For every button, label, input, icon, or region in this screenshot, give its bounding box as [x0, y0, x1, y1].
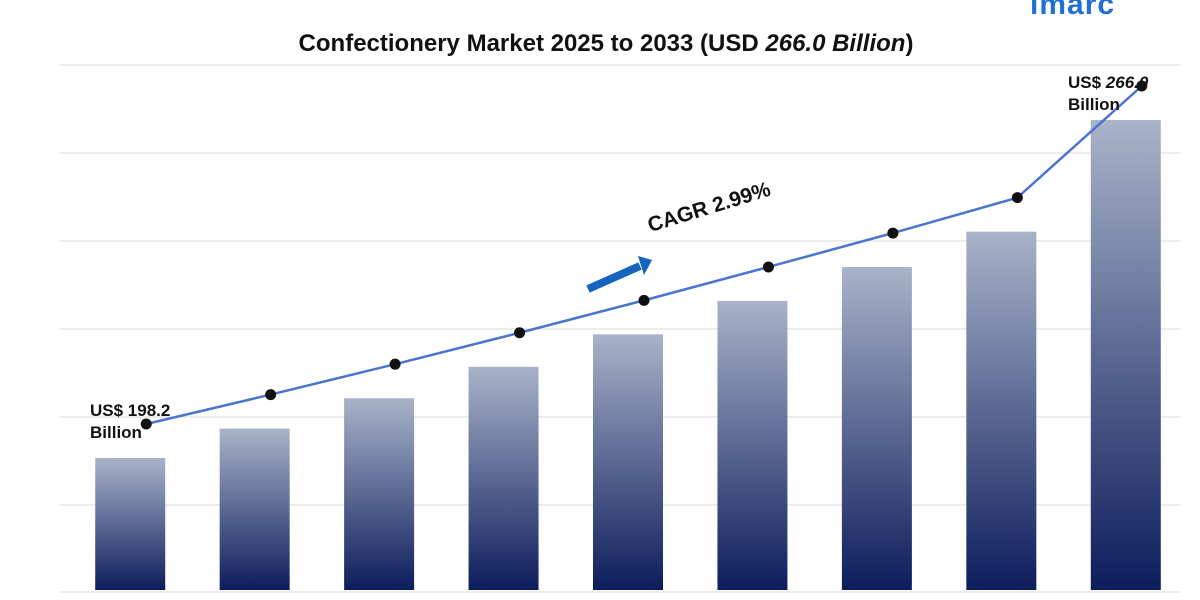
end-value-annotation: US$ 266.0 Billion — [1068, 72, 1148, 116]
bar-2033 — [1090, 120, 1161, 590]
trend-line-group — [140, 80, 1148, 430]
title-prefix: Confectionery Market 2025 to 2033 (USD — [298, 30, 766, 57]
trend-point-2029 — [638, 294, 650, 306]
bar-2029 — [593, 334, 663, 590]
start-value-line1: US$ 198.2 — [90, 401, 171, 420]
bar-2026 — [219, 428, 290, 590]
bar-2027 — [344, 398, 415, 590]
trend-point-2031 — [887, 227, 899, 239]
trend-point-2025 — [140, 418, 152, 430]
end-value-prefix: US$ — [1068, 73, 1106, 92]
bar-2030 — [717, 300, 788, 590]
bar-2028 — [468, 366, 539, 590]
trend-point-2027 — [389, 358, 401, 370]
end-value-line1: US$ 266.0 — [1068, 72, 1148, 94]
bars — [95, 120, 1161, 590]
bar-2031 — [841, 267, 912, 590]
title-value: 266.0 Billion — [765, 30, 906, 57]
trend-point-2032 — [1011, 192, 1023, 204]
end-value-line2: Billion — [1068, 95, 1120, 114]
chart-title: Confectionery Market 2025 to 2033 (USD 2… — [0, 30, 1200, 58]
bar-2032 — [966, 231, 1037, 590]
trend-point-2026 — [265, 389, 277, 401]
start-value-line2: Billion — [90, 423, 142, 442]
trend-point-2033 — [1136, 80, 1148, 92]
trend-point-2028 — [514, 327, 526, 339]
trend-point-2030 — [762, 261, 774, 273]
brand-logo: imarc — [1030, 0, 1116, 21]
bar-2025 — [95, 458, 166, 590]
cagr-arrow-icon — [586, 256, 652, 293]
end-value-number: 266.0 — [1105, 73, 1149, 92]
title-suffix: ) — [905, 30, 914, 57]
start-value-annotation: US$ 198.2 Billion — [90, 400, 170, 444]
